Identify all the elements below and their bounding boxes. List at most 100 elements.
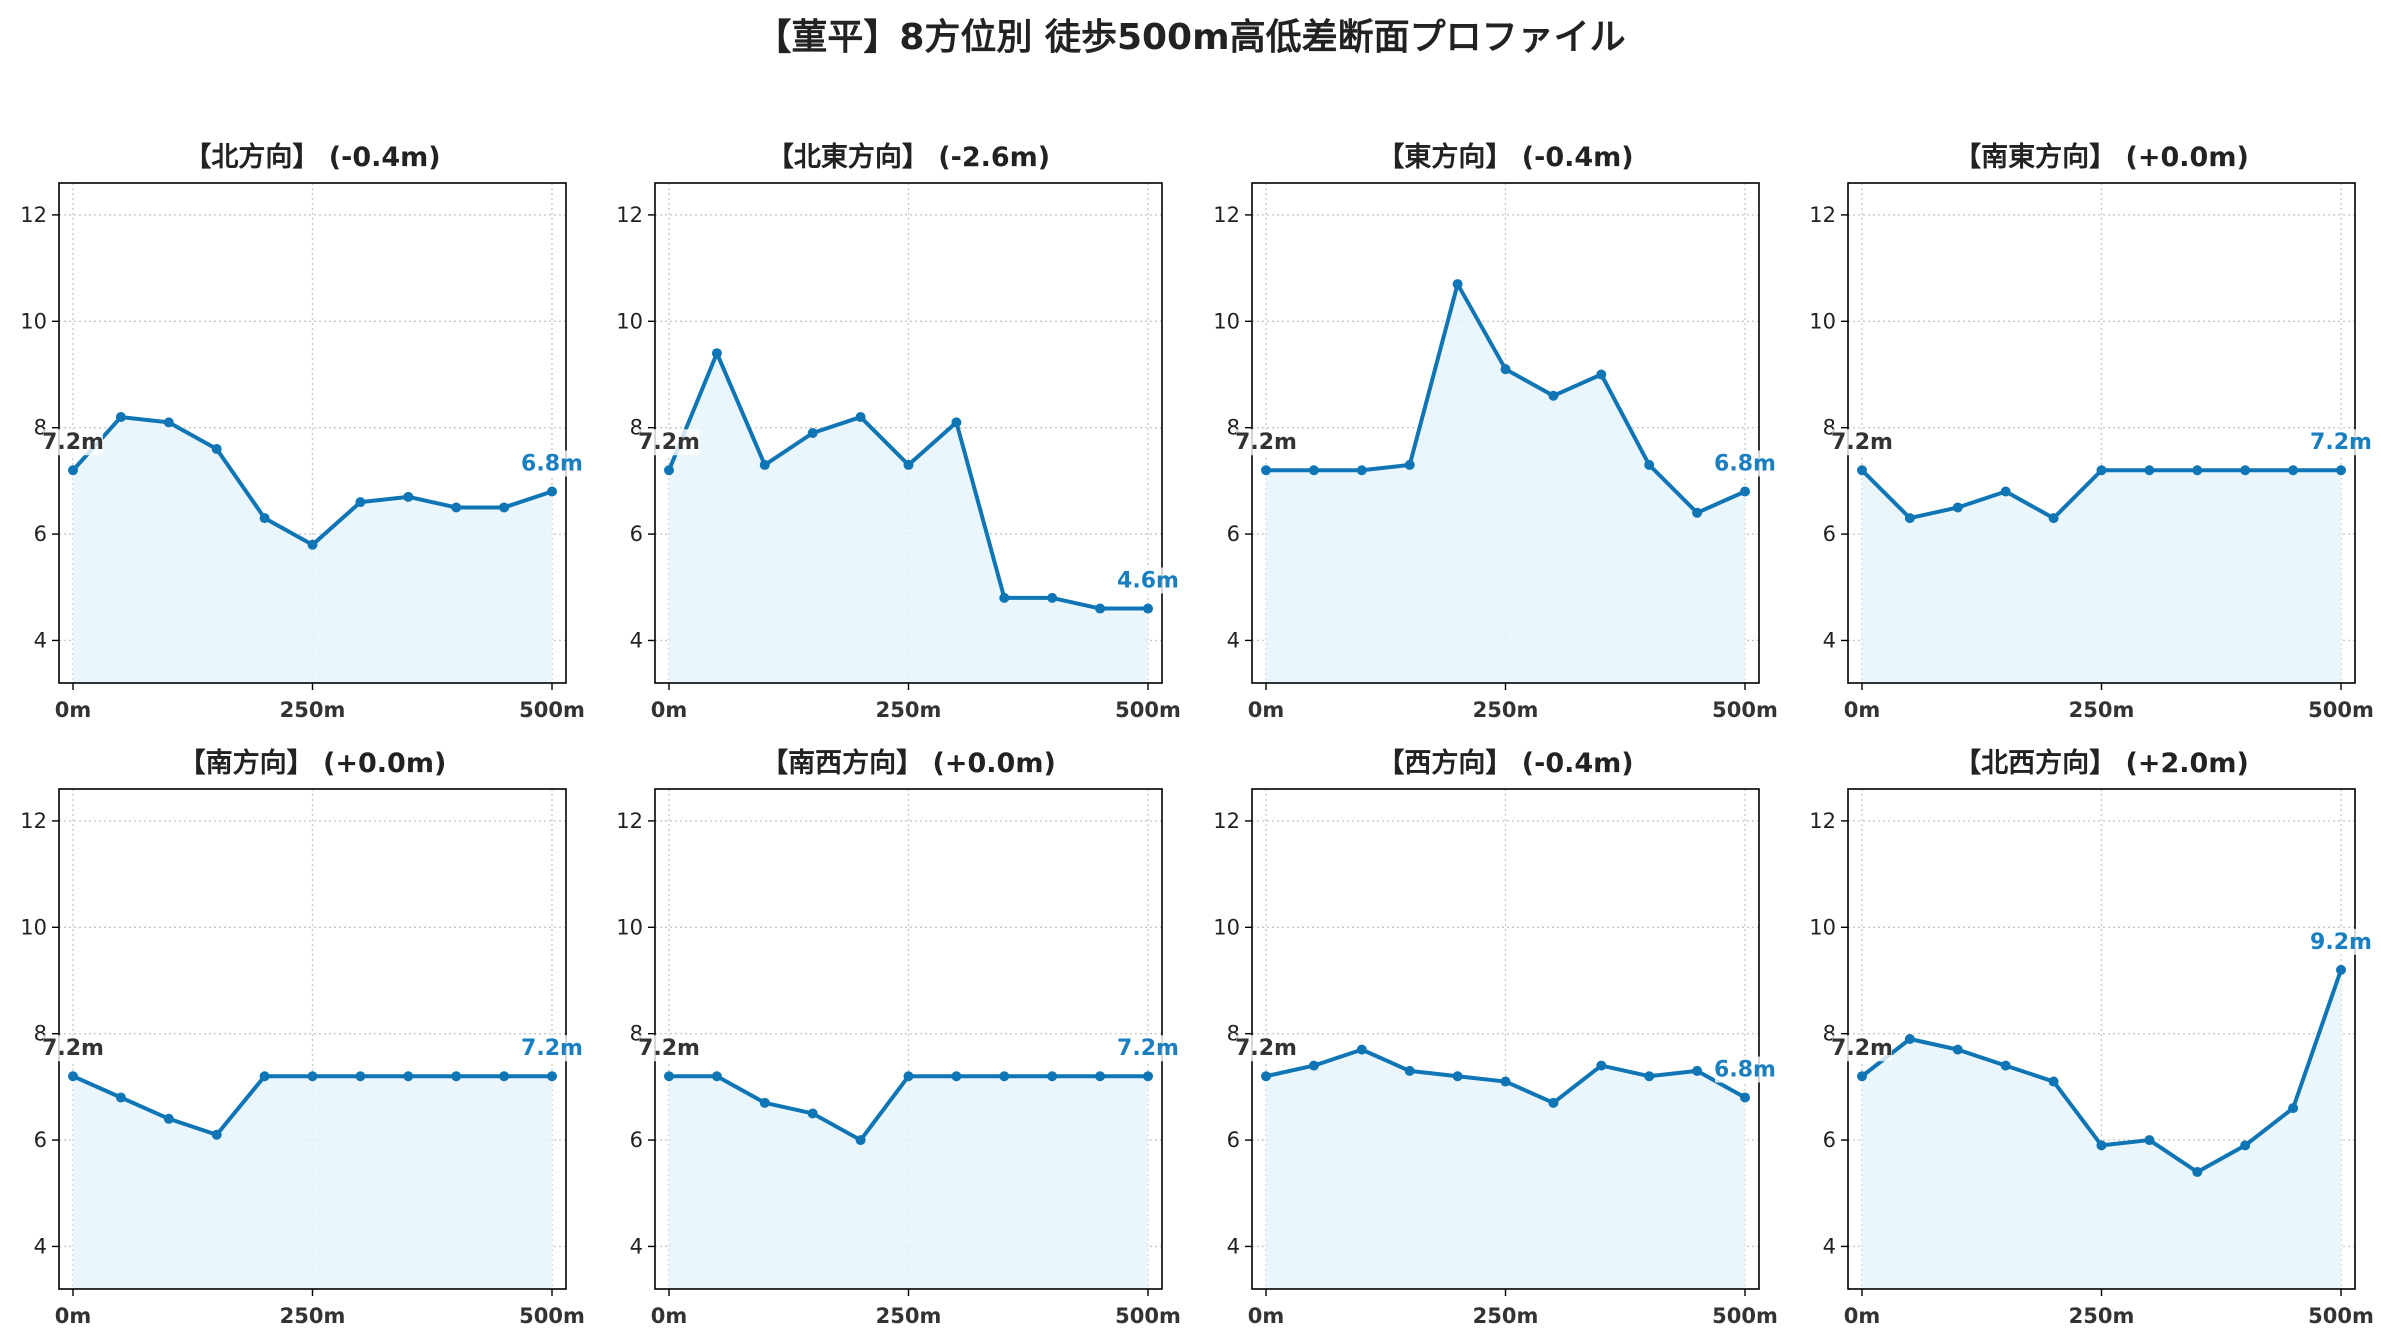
end-value-label: 9.2m bbox=[2310, 930, 2372, 955]
data-point bbox=[1548, 390, 1559, 401]
x-tick-label: 0m bbox=[1844, 1304, 1881, 1328]
data-point bbox=[1143, 603, 1153, 614]
y-tick-label: 4 bbox=[34, 1234, 47, 1258]
x-tick-label: 500m bbox=[2308, 1304, 2374, 1328]
data-point bbox=[807, 428, 818, 438]
y-tick-label: 10 bbox=[1213, 309, 1240, 333]
start-value-label: 7.2m bbox=[42, 1036, 104, 1061]
data-point bbox=[1692, 1065, 1703, 1076]
y-tick-label: 6 bbox=[630, 522, 643, 546]
y-tick-label: 4 bbox=[1227, 628, 1240, 652]
data-point bbox=[2288, 1103, 2299, 1114]
data-point bbox=[1740, 486, 1750, 497]
data-point bbox=[903, 1071, 914, 1082]
panel-title: 【西方向】 (-0.4m) bbox=[1377, 747, 1633, 779]
data-point bbox=[307, 1071, 318, 1082]
x-tick-label: 250m bbox=[2069, 1304, 2135, 1328]
data-point bbox=[403, 1071, 414, 1082]
y-tick-label: 4 bbox=[630, 628, 643, 652]
x-tick-label: 500m bbox=[2308, 698, 2374, 722]
y-tick-label: 4 bbox=[1823, 628, 1836, 652]
y-tick-label: 10 bbox=[1213, 915, 1240, 939]
data-point bbox=[999, 592, 1010, 603]
x-tick-label: 500m bbox=[1115, 698, 1181, 722]
data-point bbox=[1404, 1065, 1415, 1076]
x-tick-label: 0m bbox=[55, 698, 92, 722]
start-value-label: 7.2m bbox=[1235, 430, 1297, 455]
data-point bbox=[259, 1071, 270, 1082]
end-label-bg bbox=[1118, 567, 1178, 594]
data-point bbox=[2096, 465, 2107, 476]
data-point bbox=[711, 348, 722, 359]
data-point bbox=[759, 459, 770, 470]
data-point bbox=[211, 443, 222, 454]
data-point bbox=[2192, 1166, 2203, 1177]
y-tick-label: 4 bbox=[630, 1234, 643, 1258]
x-tick-label: 0m bbox=[55, 1304, 92, 1328]
end-value-label: 6.8m bbox=[1714, 1058, 1776, 1083]
panel-title: 【北西方向】 (+2.0m) bbox=[1954, 747, 2249, 779]
start-label-bg bbox=[43, 1035, 103, 1062]
data-point bbox=[2192, 465, 2203, 476]
area-fill bbox=[73, 417, 552, 683]
y-tick-label: 10 bbox=[616, 915, 643, 939]
panel-title: 【南西方向】 (+0.0m) bbox=[761, 747, 1056, 779]
data-point bbox=[115, 1092, 126, 1103]
x-tick-label: 250m bbox=[876, 698, 942, 722]
data-point bbox=[1952, 1044, 1963, 1055]
data-point bbox=[1261, 1071, 1271, 1082]
data-point bbox=[1644, 1071, 1655, 1082]
data-point bbox=[664, 1071, 674, 1082]
data-point bbox=[1904, 513, 1915, 524]
y-tick-label: 12 bbox=[1213, 809, 1240, 833]
data-point bbox=[451, 1071, 462, 1082]
data-point bbox=[307, 539, 318, 550]
x-tick-label: 0m bbox=[1844, 698, 1881, 722]
end-label-bg bbox=[522, 1035, 582, 1062]
data-point bbox=[1857, 465, 1867, 476]
y-tick-label: 6 bbox=[34, 1128, 47, 1152]
area-fill bbox=[669, 353, 1148, 683]
x-tick-label: 250m bbox=[1473, 698, 1539, 722]
data-point bbox=[115, 412, 126, 423]
data-point bbox=[2336, 465, 2346, 476]
data-point bbox=[2048, 513, 2059, 524]
start-label-bg bbox=[1832, 1035, 1892, 1062]
y-tick-label: 6 bbox=[1227, 1128, 1240, 1152]
data-point bbox=[1740, 1092, 1750, 1103]
start-value-label: 7.2m bbox=[638, 1036, 700, 1061]
data-point bbox=[1143, 1071, 1153, 1082]
y-tick-label: 12 bbox=[1809, 203, 1836, 227]
x-tick-label: 250m bbox=[1473, 1304, 1539, 1328]
data-point bbox=[1452, 279, 1463, 290]
data-point bbox=[1596, 1060, 1607, 1071]
data-point bbox=[1095, 603, 1106, 614]
y-tick-label: 10 bbox=[1809, 309, 1836, 333]
data-point bbox=[355, 497, 366, 508]
data-point bbox=[711, 1071, 722, 1082]
y-tick-label: 6 bbox=[1823, 522, 1836, 546]
data-point bbox=[1095, 1071, 1106, 1082]
data-point bbox=[1047, 1071, 1058, 1082]
data-point bbox=[163, 1113, 174, 1124]
area-fill bbox=[1266, 1049, 1745, 1289]
panel-title: 【東方向】 (-0.4m) bbox=[1377, 141, 1633, 173]
start-label-bg bbox=[639, 1035, 699, 1062]
data-point bbox=[951, 417, 962, 428]
data-point bbox=[2096, 1140, 2107, 1151]
y-tick-label: 12 bbox=[20, 203, 47, 227]
start-value-label: 7.2m bbox=[1235, 1036, 1297, 1061]
y-tick-label: 6 bbox=[1823, 1128, 1836, 1152]
end-value-label: 7.2m bbox=[521, 1036, 583, 1061]
panel-title: 【南方向】 (+0.0m) bbox=[179, 747, 447, 779]
x-tick-label: 0m bbox=[651, 1304, 688, 1328]
data-point bbox=[2048, 1076, 2059, 1087]
figure-title: 【菫平】8方位別 徒歩500m高低差断面プロファイル bbox=[755, 17, 1626, 58]
data-point bbox=[1047, 592, 1058, 603]
panel-title: 【南東方向】 (+0.0m) bbox=[1954, 141, 2249, 173]
data-point bbox=[1596, 369, 1607, 380]
data-point bbox=[259, 513, 270, 524]
data-point bbox=[2144, 1135, 2155, 1146]
